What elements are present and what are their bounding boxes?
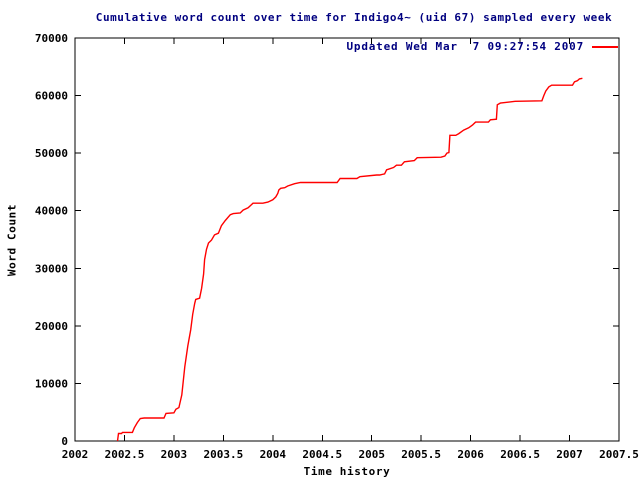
x-tick-label: 2003.5: [203, 448, 243, 461]
x-tick-label: 2004.5: [302, 448, 342, 461]
x-tick-label: 2006.5: [500, 448, 540, 461]
x-tick-label: 2006: [457, 448, 484, 461]
y-tick-label: 40000: [35, 205, 68, 218]
x-axis-title: Time history: [303, 465, 391, 478]
x-tick-label: 2003: [161, 448, 188, 461]
legend-label: Updated Wed Mar 7 09:27:54 2007: [346, 40, 584, 53]
y-tick-label: 30000: [35, 262, 68, 275]
y-tick-label: 20000: [35, 320, 68, 333]
x-tick-label: 2005.5: [401, 448, 441, 461]
plot-frame: [74, 37, 620, 442]
x-tick-label: 2002: [62, 448, 89, 461]
x-tick-label: 2007: [556, 448, 583, 461]
x-tick-label: 2005: [358, 448, 385, 461]
x-tick-label: 2004: [260, 448, 287, 461]
x-tick-label: 2002.5: [105, 448, 145, 461]
y-axis-title: Word Count: [5, 203, 19, 277]
y-tick-label: 10000: [35, 377, 68, 390]
y-tick-label: 70000: [35, 32, 68, 45]
legend-line-sample-icon: [592, 45, 618, 48]
data-line-cumulative-word-count: [116, 77, 583, 442]
y-tick-label: 0: [61, 435, 68, 448]
y-tick-label: 60000: [35, 90, 68, 103]
x-tick-label: 2007.5: [599, 448, 639, 461]
y-tick-label: 50000: [35, 147, 68, 160]
chart-title: Cumulative word count over time for Indi…: [95, 11, 613, 24]
legend: Updated Wed Mar 7 09:27:54 2007: [346, 40, 618, 53]
